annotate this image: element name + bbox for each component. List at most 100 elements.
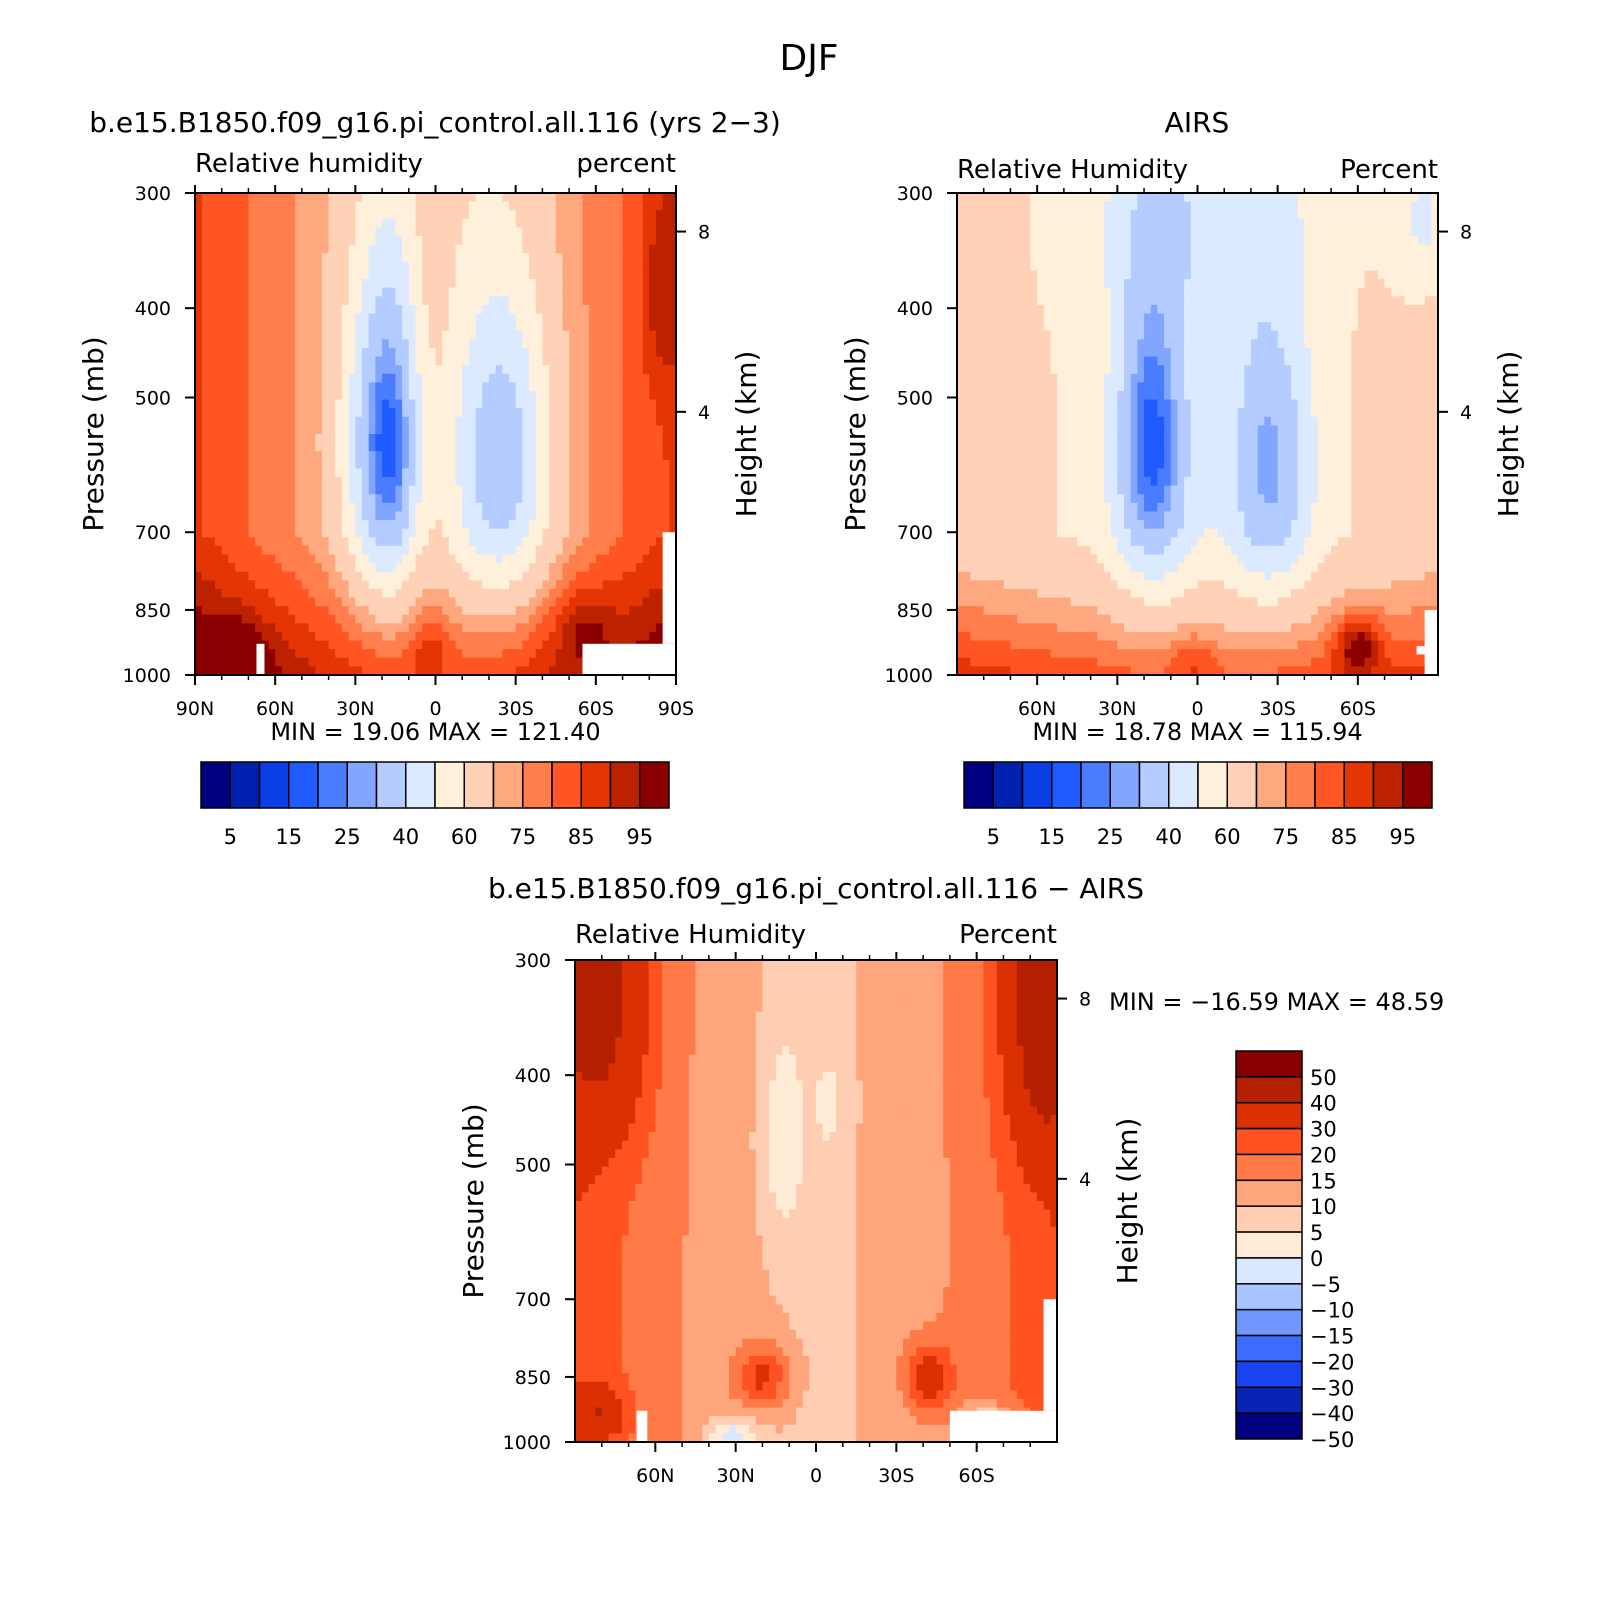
contour-cell: [235, 287, 243, 297]
contour-cell: [1357, 201, 1366, 211]
contour-cell: [1250, 287, 1259, 297]
contour-cell: [402, 236, 410, 246]
contour-cell: [395, 459, 403, 470]
contour-cell: [235, 390, 243, 401]
contour-cell: [1304, 244, 1312, 254]
contour-cell: [615, 571, 624, 581]
contour-cell: [1384, 287, 1392, 297]
contour-cell: [261, 545, 270, 556]
contour-cell: [341, 485, 350, 495]
contour-cell: [508, 227, 517, 237]
contour-cell: [522, 459, 530, 470]
contour-cell: [255, 425, 263, 435]
contour-cell: [408, 434, 417, 444]
contour-cell: [288, 649, 296, 659]
contour-cell: [475, 253, 483, 263]
contour-cell: [1057, 287, 1065, 297]
contour-cell: [255, 244, 263, 254]
contour-cell: [488, 657, 497, 667]
contour-cell: [362, 502, 370, 513]
contour-cell: [1137, 193, 1145, 203]
contour-cell: [235, 537, 243, 547]
contour-cell: [508, 511, 517, 521]
contour-cell: [348, 580, 356, 590]
contour-cell: [549, 218, 557, 229]
contour-cell: [1351, 210, 1359, 220]
contour-cell: [368, 649, 376, 659]
contour-cell: [609, 339, 617, 349]
contour-cell: [341, 459, 350, 470]
contour-cell: [288, 631, 296, 642]
contour-cell: [215, 399, 223, 409]
contour-cell: [1431, 244, 1439, 254]
contour-cell: [221, 666, 229, 676]
contour-cell: [435, 666, 443, 676]
contour-cell: [1257, 244, 1265, 254]
contour-cell: [1090, 244, 1098, 254]
contour-cell: [569, 666, 577, 676]
contour-cell: [455, 270, 463, 280]
contour-cell: [569, 649, 577, 659]
contour-cell: [1164, 287, 1172, 297]
contour-cell: [1417, 261, 1426, 272]
contour-cell: [655, 399, 664, 409]
contour-cell: [655, 218, 664, 229]
contour-cell: [669, 502, 677, 513]
contour-cell: [228, 649, 236, 659]
contour-cell: [1337, 253, 1346, 263]
contour-cell: [362, 631, 370, 642]
contour-cell: [235, 399, 243, 409]
contour-cell: [195, 563, 203, 573]
contour-cell: [215, 563, 223, 573]
contour-cell: [255, 287, 263, 297]
contour-cell: [488, 347, 497, 358]
y2-tick-label: 8: [698, 222, 710, 244]
contour-cell: [1331, 270, 1339, 280]
contour-cell: [375, 614, 383, 624]
contour-cell: [422, 434, 430, 444]
contour-cell: [522, 210, 530, 220]
contour-cell: [215, 416, 223, 426]
contour-cell: [462, 347, 470, 358]
contour-cell: [442, 614, 450, 624]
contour-cell: [1277, 236, 1285, 246]
contour-cell: [555, 399, 564, 409]
contour-cell: [388, 442, 397, 452]
contour-cell: [589, 227, 597, 237]
contour-cell: [221, 201, 229, 211]
contour-cell: [455, 356, 463, 366]
contour-cell: [562, 399, 570, 409]
contour-cell: [235, 356, 243, 366]
contour-cell: [669, 373, 677, 383]
contour-cell: [1030, 270, 1038, 280]
contour-cell: [408, 356, 417, 366]
contour-cell: [582, 580, 590, 590]
contour-cell: [275, 270, 283, 280]
contour-cell: [448, 528, 457, 538]
contour-cell: [1043, 287, 1052, 297]
contour-cell: [495, 657, 503, 667]
contour-cell: [542, 425, 550, 435]
contour-field: [957, 193, 1439, 676]
contour-cell: [1397, 210, 1406, 220]
contour-cell: [355, 201, 363, 211]
contour-cell: [1037, 193, 1045, 203]
contour-cell: [462, 330, 470, 340]
contour-cell: [569, 571, 577, 581]
contour-cell: [1197, 227, 1205, 237]
contour-cell: [281, 296, 290, 306]
contour-cell: [1371, 236, 1379, 246]
contour-cell: [408, 287, 417, 297]
contour-cell: [1324, 253, 1332, 263]
contour-cell: [535, 253, 543, 263]
contour-cell: [448, 356, 457, 366]
contour-cell: [1304, 261, 1312, 272]
contour-cell: [281, 270, 290, 280]
contour-cell: [448, 580, 457, 590]
contour-cell: [549, 468, 557, 478]
contour-cell: [275, 339, 283, 349]
contour-cell: [602, 631, 610, 642]
contour-cell: [288, 657, 296, 667]
contour-cell: [422, 588, 430, 599]
contour-cell: [522, 468, 530, 478]
